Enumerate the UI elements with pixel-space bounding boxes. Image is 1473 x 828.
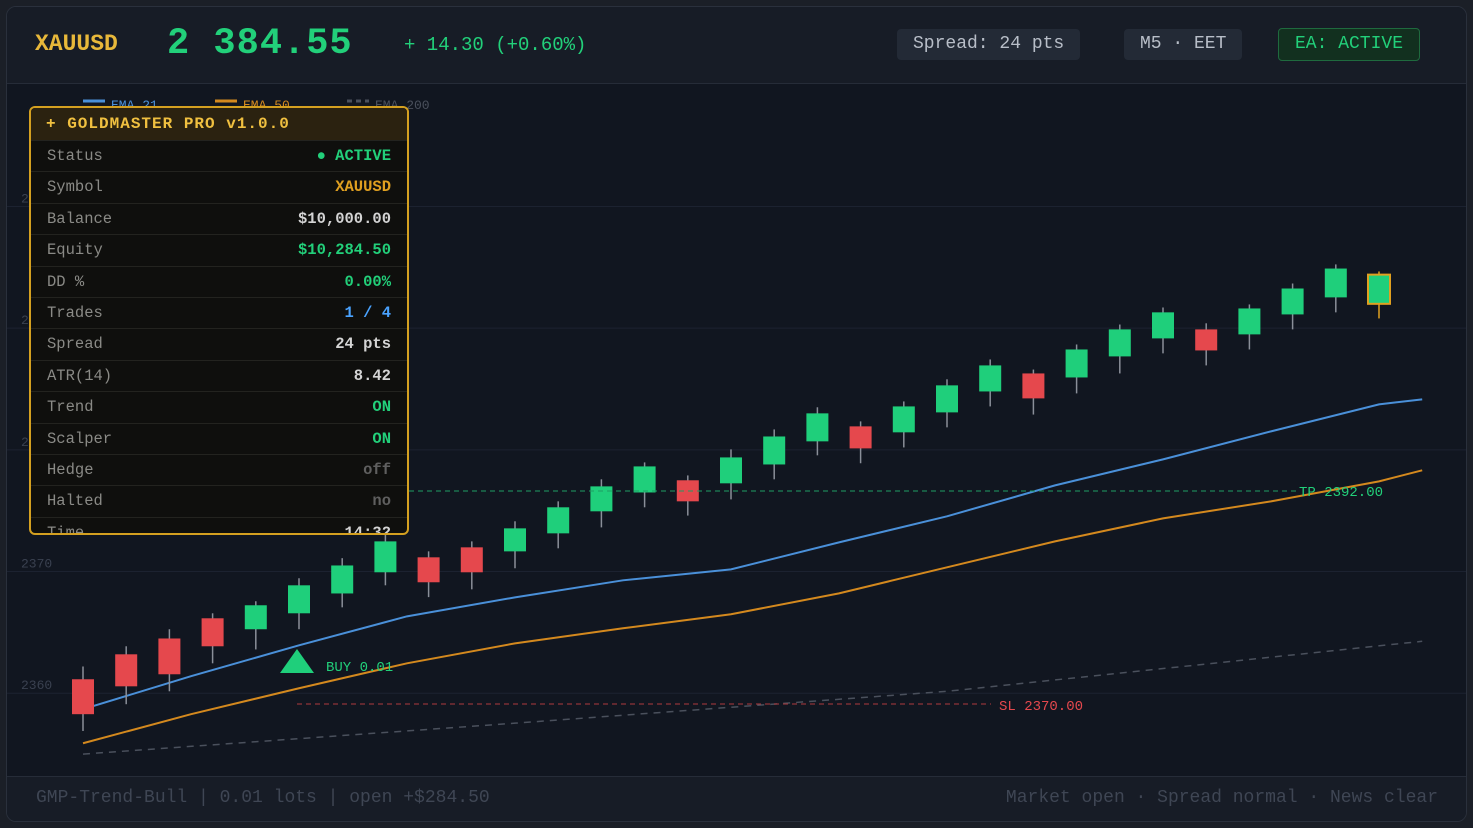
candle-body (979, 365, 1002, 392)
panel-row: Time 14:32 (31, 516, 407, 535)
panel-row: ATR(14) 8.42 (31, 359, 407, 391)
row-value: off (363, 460, 391, 479)
ema-line (82, 640, 1423, 755)
row-label: ATR(14) (47, 366, 113, 385)
candle-body (763, 436, 786, 465)
candle-body (72, 679, 94, 715)
candle-body (158, 638, 181, 675)
candle-body (460, 547, 483, 573)
row-value: 0.00% (344, 272, 391, 291)
row-label: Scalper (47, 429, 113, 448)
row-value: 1 / 4 (344, 303, 391, 322)
candle-body (331, 565, 354, 594)
symbol: XAUUSD (35, 31, 118, 57)
panel-title: + GOLDMASTER PRO v1.0.0 (31, 108, 407, 140)
panel-row: Trades 1 / 4 (31, 296, 407, 328)
panel-row: Status ● ACTIVE (31, 140, 407, 171)
ea-panel: + GOLDMASTER PRO v1.0.0 Status ● ACTIVE Sy… (29, 106, 409, 535)
row-label: Time (47, 523, 85, 535)
ema-line (82, 469, 1423, 745)
panel-row: Scalper ON (31, 422, 407, 454)
candle-body (936, 385, 958, 413)
candle-body (417, 557, 440, 583)
panel-row: DD % 0.00% (31, 265, 407, 297)
row-value: 8.42 (353, 366, 391, 385)
candle-body (1152, 312, 1174, 339)
candle-body (547, 507, 570, 534)
panel-row: Balance $10,000.00 (31, 202, 407, 234)
candle-body (633, 466, 656, 493)
sl-label: SL 2370.00 (999, 699, 1083, 715)
panel-row: Halted no (31, 485, 407, 516)
panel-row: Symbol XAUUSD (31, 171, 407, 202)
panel-row: Equity $10,284.50 (31, 234, 407, 265)
row-value: $10,284.50 (297, 241, 391, 260)
candle-body (1108, 329, 1131, 357)
panel-row: Hedge off (31, 453, 407, 485)
price: 2 384.55 (167, 23, 353, 65)
y-tick-label: 2370 (21, 557, 52, 572)
candle-body (590, 486, 613, 512)
candle-body (1367, 273, 1391, 305)
row-label: Status (47, 147, 103, 165)
header: XAUUSD 2 384.55 + 14.30 (+0.60%) Spread:… (7, 7, 1466, 84)
timeframe-badge[interactable]: M5 · EET (1124, 29, 1243, 60)
candle-body (201, 618, 224, 647)
ea-status-badge[interactable]: EA: ACTIVE (1278, 28, 1421, 61)
row-label: Hedge (47, 460, 94, 479)
panel-rows: Status ● ACTIVE Symbol XAUUSD Balance $10,000… (31, 140, 407, 535)
candle-body (892, 406, 915, 433)
row-label: DD % (47, 272, 85, 291)
row-label: Trades (47, 303, 103, 322)
candle-body (115, 654, 138, 687)
buy-marker (280, 649, 314, 673)
price-change: + 14.30 (+0.60%) (404, 34, 587, 56)
candle-body (1281, 288, 1304, 315)
row-value: 14:32 (344, 523, 391, 535)
row-value: XAUUSD (335, 178, 391, 197)
row-value: no (372, 492, 391, 511)
buy-label: BUY 0.01 (326, 660, 393, 676)
candle-body (806, 413, 829, 442)
candle-body (1022, 373, 1045, 399)
spread-badge: Spread: 24 pts (897, 29, 1081, 60)
panel-row: Trend ON (31, 391, 407, 422)
candle-body (1065, 349, 1088, 378)
candle-body (676, 480, 699, 502)
row-value: $10,000.00 (297, 209, 391, 228)
row-label: Symbol (47, 178, 103, 197)
row-label: Balance (47, 209, 113, 228)
candle-body (1238, 308, 1261, 335)
row-value: ● ACTIVE (316, 147, 391, 165)
row-label: Spread (47, 335, 103, 354)
row-label: Trend (47, 398, 94, 417)
ema-line (82, 398, 1423, 711)
candle-body (374, 541, 397, 573)
candle-body (849, 426, 872, 449)
candle-body (1324, 268, 1347, 298)
row-value: ON (372, 398, 391, 417)
row-label: Equity (47, 241, 103, 260)
market-status: Market open · Spread normal · News clear (1005, 788, 1438, 808)
candle-body (288, 585, 310, 614)
position-summary: GMP-Trend-Bull | 0.01 lots | open +$284.… (36, 788, 490, 808)
candle-body (1195, 329, 1218, 351)
status-bar: GMP-Trend-Bull | 0.01 lots | open +$284.… (7, 776, 1466, 821)
candle-body (504, 528, 526, 552)
tp-label: TP 2392.00 (1299, 485, 1383, 501)
row-value: ON (372, 429, 391, 448)
candle-body (244, 605, 267, 630)
candle-body (720, 457, 742, 484)
row-label: Halted (47, 492, 103, 511)
y-tick-label: 2360 (21, 678, 52, 693)
row-value: 24 pts (335, 335, 391, 354)
panel-row: Spread 24 pts (31, 328, 407, 359)
app-frame: 23602370238023902400EMA 21EMA 50EMA 200 … (6, 6, 1467, 822)
